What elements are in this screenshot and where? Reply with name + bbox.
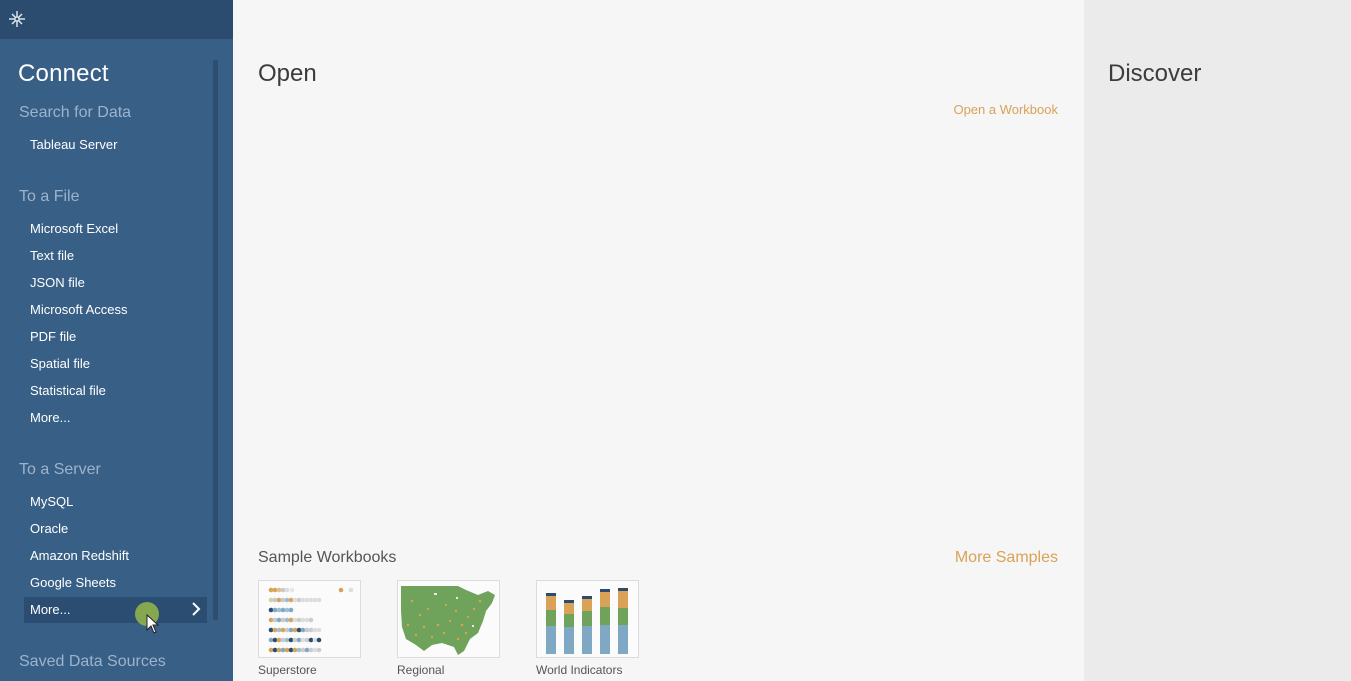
connector-spatial-file[interactable]: Spatial file [30,356,90,371]
connector-oracle[interactable]: Oracle [30,521,69,536]
connector-json-file[interactable]: JSON file [30,275,85,290]
sample-superstore-label: Superstore [258,663,317,677]
section-to-a-file: To a File [19,188,80,205]
connect-pane: Connect Search for Data Tableau Server T… [0,0,233,681]
open-heading: Open [258,60,317,87]
connector-mysql[interactable]: MySQL [30,494,74,509]
open-pane: Open Open a Workbook Sample Workbooks Mo… [233,0,1084,681]
world-indicators-thumbnail [536,580,639,658]
connector-amazon-redshift[interactable]: Amazon Redshift [30,548,129,563]
connector-file-more[interactable]: More... [30,410,71,425]
top-bar [0,0,233,39]
discover-pane: Discover [1084,0,1351,681]
connector-server-more[interactable]: More... [24,597,207,623]
sample-regional[interactable]: Regional [397,580,500,677]
connector-pdf-file[interactable]: PDF file [30,329,77,344]
tableau-logo-icon[interactable] [8,10,26,28]
connect-heading: Connect [18,60,109,87]
discover-heading: Discover [1108,60,1202,87]
section-search-for-data: Search for Data [19,104,132,121]
superstore-chart-image [268,587,354,653]
sample-superstore[interactable]: Superstore [258,580,361,677]
section-to-a-server: To a Server [19,461,101,478]
regional-map-image [401,586,495,655]
chevron-right-icon [192,602,201,616]
mouse-cursor-icon [146,614,160,634]
sample-world-indicators-label: World Indicators [536,663,623,677]
connector-text-file[interactable]: Text file [30,248,75,263]
sample-world-indicators[interactable]: World Indicators [536,580,639,677]
connector-microsoft-access[interactable]: Microsoft Access [30,302,128,317]
connector-microsoft-excel[interactable]: Microsoft Excel [30,221,119,236]
regional-thumbnail [397,580,500,658]
open-workbook-link[interactable]: Open a Workbook [953,102,1058,117]
connector-tableau-server[interactable]: Tableau Server [30,137,118,152]
world-indicators-chart-image [546,588,628,654]
connector-google-sheets[interactable]: Google Sheets [30,575,117,590]
more-samples-link[interactable]: More Samples [954,549,1058,566]
sample-regional-label: Regional [397,663,445,677]
section-saved-data-sources: Saved Data Sources [19,653,166,670]
connector-statistical-file[interactable]: Statistical file [30,383,106,398]
superstore-thumbnail [258,580,361,658]
connector-server-more-label: More... [30,602,71,617]
sample-workbooks-title: Sample Workbooks [258,549,397,566]
connect-pane-scrollbar[interactable] [213,60,218,620]
